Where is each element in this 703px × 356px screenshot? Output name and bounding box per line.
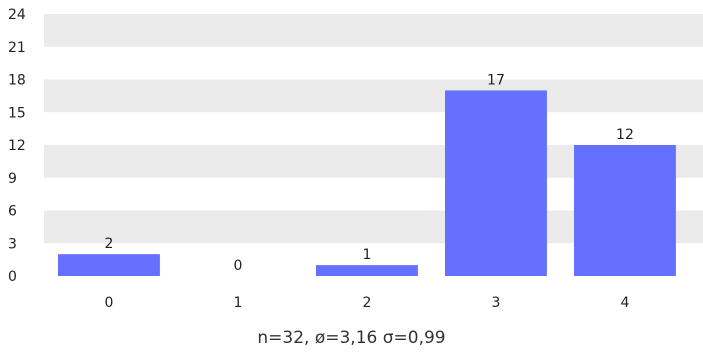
x-tick-label: 1 <box>233 295 242 311</box>
data-label: 12 <box>616 127 634 143</box>
y-tick-label: 6 <box>8 204 17 220</box>
y-tick-label: 24 <box>8 7 26 23</box>
data-label: 17 <box>487 72 505 88</box>
bars: 2 0 1 17 12 <box>58 72 676 277</box>
bar <box>445 90 547 277</box>
y-tick-label: 21 <box>8 40 26 56</box>
y-tick-label: 18 <box>8 73 26 89</box>
y-tick-label: 15 <box>8 105 26 121</box>
y-tick-label: 12 <box>8 138 26 154</box>
x-tick-label: 3 <box>491 295 500 311</box>
y-axis: 0 3 6 9 12 15 18 21 24 <box>8 7 26 285</box>
bar <box>316 265 418 276</box>
y-tick-label: 3 <box>8 236 17 252</box>
grid-band <box>44 14 703 47</box>
bar <box>58 254 160 276</box>
x-tick-label: 2 <box>362 295 371 311</box>
x-axis: 0 1 2 3 4 <box>104 295 629 311</box>
data-label: 0 <box>233 258 242 274</box>
x-tick-label: 0 <box>104 295 113 311</box>
summary-stats: n=32, ø=3,16 σ=0,99 <box>257 328 446 348</box>
y-tick-label: 9 <box>8 171 17 187</box>
data-label: 1 <box>362 247 371 263</box>
y-tick-label: 0 <box>8 269 17 285</box>
grid-band <box>44 79 703 113</box>
x-tick-label: 4 <box>620 295 629 311</box>
data-label: 2 <box>104 236 113 252</box>
bar <box>574 145 676 276</box>
